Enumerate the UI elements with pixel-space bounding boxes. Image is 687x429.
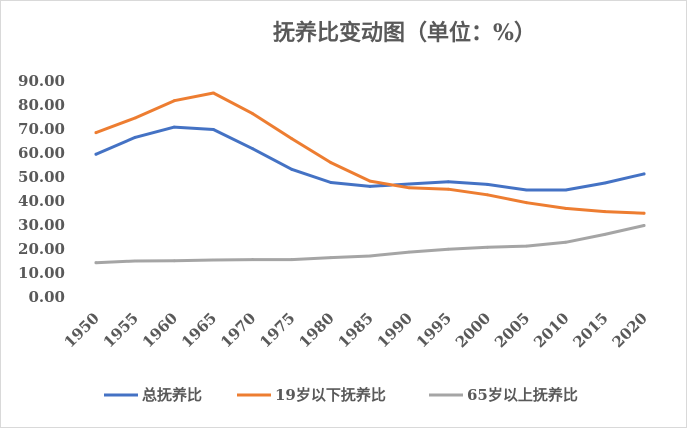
data-point (446, 180, 450, 184)
x-tick-label: 1970 (217, 309, 259, 351)
legend-label: 总抚养比 (142, 386, 202, 404)
x-axis-ticks: 1950195519601965197019751980198519901995… (61, 309, 651, 351)
data-point (290, 137, 294, 141)
y-tick-label: 80.00 (18, 96, 65, 114)
series-line-2 (94, 91, 646, 215)
data-point (485, 193, 489, 197)
y-tick-label: 50.00 (18, 168, 65, 186)
x-tick-label: 1950 (61, 309, 103, 351)
y-tick-label: 30.00 (18, 216, 65, 234)
data-point (133, 259, 137, 263)
x-tick-label: 1990 (374, 309, 416, 351)
y-axis-ticks: 0.00 10.00 20.00 30.00 40.00 50.00 60.00 70.00 8… (18, 72, 65, 306)
series-lines (94, 91, 646, 265)
data-point (94, 152, 98, 156)
x-tick-label: 1965 (178, 309, 220, 351)
data-point (368, 184, 372, 188)
x-tick-label: 1995 (413, 309, 455, 351)
x-tick-label: 2000 (452, 309, 494, 351)
data-point (211, 258, 215, 262)
x-tick-label: 1985 (335, 309, 377, 351)
x-tick-label: 1980 (295, 309, 337, 351)
data-point (564, 206, 568, 210)
legend-label: 65岁以上抚养比 (467, 386, 578, 404)
data-point (485, 182, 489, 186)
x-tick-label: 2015 (569, 309, 611, 351)
data-point (172, 125, 176, 129)
data-point (368, 179, 372, 183)
legend: 总抚养比 19岁以下抚养比 65岁以上抚养比 (104, 386, 578, 404)
data-point (251, 112, 255, 116)
data-point (251, 147, 255, 151)
data-point (329, 256, 333, 260)
data-point (642, 223, 646, 227)
y-tick-label: 0.00 (28, 288, 65, 306)
data-point (172, 99, 176, 103)
data-point (407, 250, 411, 254)
data-point (368, 254, 372, 258)
x-tick-label: 2020 (609, 309, 651, 351)
data-point (133, 116, 137, 120)
data-point (564, 240, 568, 244)
data-point (329, 161, 333, 165)
x-tick-label: 2010 (530, 309, 572, 351)
data-point (446, 247, 450, 251)
data-point (290, 258, 294, 262)
data-point (94, 261, 98, 265)
data-point (525, 201, 529, 205)
data-point (525, 188, 529, 192)
data-point (94, 131, 98, 135)
chart-title: 抚养比变动图（单位：%） (273, 20, 536, 46)
y-tick-label: 70.00 (18, 120, 65, 138)
data-point (525, 244, 529, 248)
data-point (290, 167, 294, 171)
data-point (211, 91, 215, 95)
data-point (211, 127, 215, 131)
legend-label: 19岁以下抚养比 (275, 386, 386, 404)
y-tick-label: 40.00 (18, 192, 65, 210)
data-point (564, 188, 568, 192)
data-point (603, 210, 607, 214)
data-point (642, 172, 646, 176)
data-point (251, 258, 255, 262)
x-tick-label: 1975 (256, 309, 298, 351)
data-point (133, 135, 137, 139)
data-point (407, 182, 411, 186)
data-point (642, 211, 646, 215)
data-point (407, 186, 411, 190)
data-point (603, 232, 607, 236)
y-tick-label: 60.00 (18, 144, 65, 162)
y-tick-label: 10.00 (18, 264, 65, 282)
x-tick-label: 1960 (139, 309, 181, 351)
data-point (603, 181, 607, 185)
data-point (485, 245, 489, 249)
data-point (446, 187, 450, 191)
data-point (172, 259, 176, 263)
y-tick-label: 20.00 (18, 240, 65, 258)
x-tick-label: 1955 (100, 309, 142, 351)
x-tick-label: 2005 (491, 309, 533, 351)
data-point (329, 181, 333, 185)
y-tick-label: 90.00 (18, 72, 65, 90)
